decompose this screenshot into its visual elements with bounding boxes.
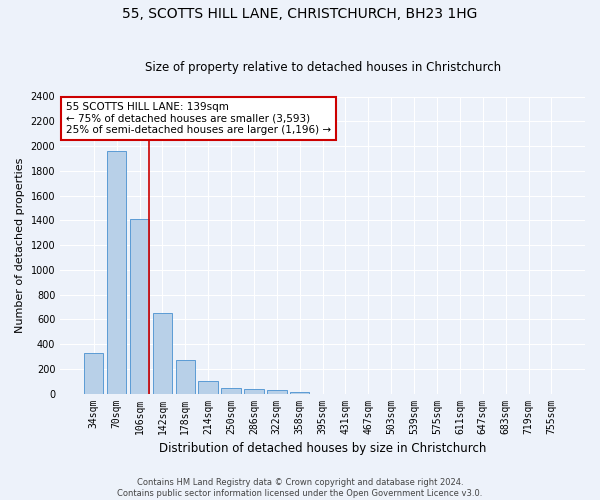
Bar [107,151,127,394]
Text: 55 SCOTTS HILL LANE: 139sqm
← 75% of detached houses are smaller (3,593)
25% of : 55 SCOTTS HILL LANE: 139sqm ← 75% of det… [66,102,331,136]
Bar [176,360,195,394]
Bar [84,354,103,394]
Bar [290,392,310,394]
Text: 55, SCOTTS HILL LANE, CHRISTCHURCH, BH23 1HG: 55, SCOTTS HILL LANE, CHRISTCHURCH, BH23… [122,8,478,22]
X-axis label: Distribution of detached houses by size in Christchurch: Distribution of detached houses by size … [159,442,486,455]
Bar [152,313,172,394]
Text: Contains HM Land Registry data © Crown copyright and database right 2024.
Contai: Contains HM Land Registry data © Crown c… [118,478,482,498]
Bar [267,390,287,394]
Bar [199,380,218,394]
Bar [221,388,241,394]
Bar [130,219,149,394]
Y-axis label: Number of detached properties: Number of detached properties [15,158,25,332]
Bar [244,389,263,394]
Title: Size of property relative to detached houses in Christchurch: Size of property relative to detached ho… [145,62,500,74]
